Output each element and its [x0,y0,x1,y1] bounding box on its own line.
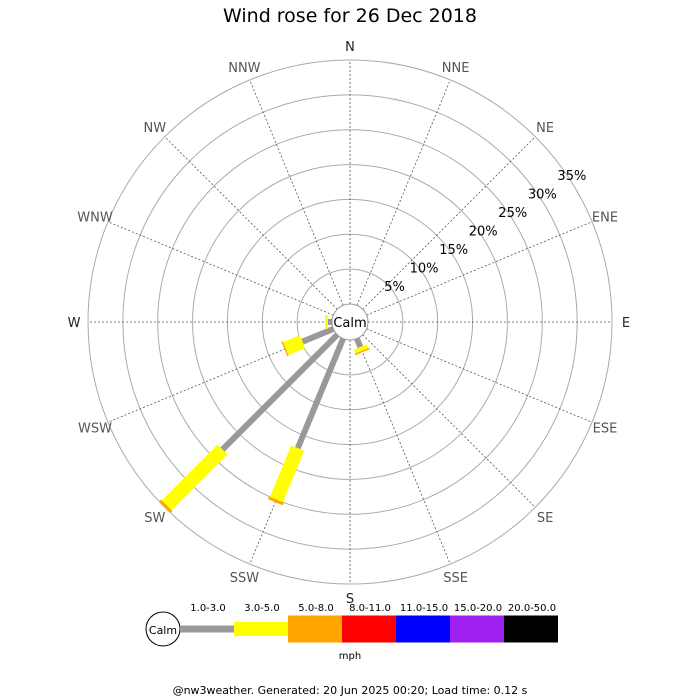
ring-labels: 5% 10%15%20%25%30%35% [384,169,586,295]
legend-bin-label-7: 20.0-50.0 [508,603,556,614]
petal-sw-bin-3 [159,499,173,513]
petal-ssw-bin-2 [269,445,305,503]
direction-labels: N NNE NE ENE E ESE SE SSE S SSW SW WSW W WNW NW NNW [68,40,631,607]
legend-bin-label-2: 3.0-5.0 [244,603,279,614]
legend-bin-label-5: 11.0-15.0 [400,603,448,614]
legend-unit-label: mph [339,651,361,662]
direction-label-ese: ESE [593,422,618,437]
legend-calm-label: Calm [149,624,177,637]
footer-credit: @nw3weather. Generated: 20 Jun 2025 00:2… [172,684,528,697]
direction-label-wnw: WNW [77,210,113,225]
spoke-wnw [107,221,334,316]
ring-5 [296,268,404,376]
petal-ssw-bin-3 [267,496,284,506]
direction-label-ssw: SSW [230,571,260,586]
petal-ssw-bin-1 [294,337,346,450]
petal-wsw-bin-2 [283,335,306,356]
petal-sse-bin-1 [354,337,364,349]
calm-label: Calm [333,316,366,331]
petal-sse-bin-3 [354,347,370,356]
ring-20 [192,164,508,480]
legend-swatch-7 [504,615,558,643]
direction-label-n: N [345,40,355,55]
petal-wsw-bin-3 [281,341,289,357]
ring-label-15: 15% [439,243,468,258]
ring-label-10: 10% [410,261,439,276]
direction-label-se: SE [537,511,553,526]
chart-title: Wind rose for 26 Dec 2018 [223,5,477,27]
ring-25 [157,129,543,515]
calm-circle: Calm [331,303,369,341]
direction-label-s: S [346,592,354,607]
ring-35 [87,59,613,585]
ring-label-25: 25% [498,206,527,221]
direction-label-nw: NW [144,121,167,136]
ring-label-35: 35% [557,169,586,184]
spoke-ene [366,221,593,316]
spoke-nne [356,79,451,306]
direction-label-wsw: WSW [78,422,112,437]
spoke-ese [366,328,593,423]
spoke-ne [362,136,536,310]
legend-bin-label-6: 15.0-20.0 [454,603,502,614]
ring-label-30: 30% [528,188,557,203]
legend-swatch-5 [396,615,450,643]
speed-legend: Calm 1.0-3.0 3.0-5.0 5.0-8.0 8.0-11.0 11.0-15… [145,603,558,662]
direction-label-e: E [622,316,630,331]
direction-label-nnw: NNW [228,61,260,76]
legend-bin-label-4: 8.0-11.0 [349,603,391,614]
legend-swatch-6 [450,615,504,643]
ring-label-20: 20% [469,225,498,240]
direction-label-ne: NE [536,121,554,136]
legend-bin-label-1: 1.0-3.0 [190,603,225,614]
legend-swatch-4 [342,615,396,643]
petal-sw-bin-1 [220,332,340,452]
calm-circle-shape [331,303,369,341]
spoke-sse [356,338,451,565]
direction-label-sse: SSE [443,571,468,586]
petal-sse-bin-2 [353,344,369,354]
legend-bin-label-3: 5.0-8.0 [298,603,333,614]
direction-label-ene: ENE [592,210,618,225]
legend-swatch-3 [288,615,342,643]
spoke-se [362,334,536,508]
direction-label-sw: SW [144,511,165,526]
petal-sw-bin-2 [161,444,228,511]
direction-label-nne: NNE [442,61,470,76]
petal-wsw-bin-1 [301,326,335,345]
legend-swatch-1 [180,625,234,633]
spoke-nnw [249,79,344,306]
spoke-nw [164,136,338,310]
legend-swatch-2 [234,622,288,636]
direction-label-w: W [68,316,81,331]
wind-petals [159,315,370,513]
ring-label-5: 5% [384,280,405,295]
